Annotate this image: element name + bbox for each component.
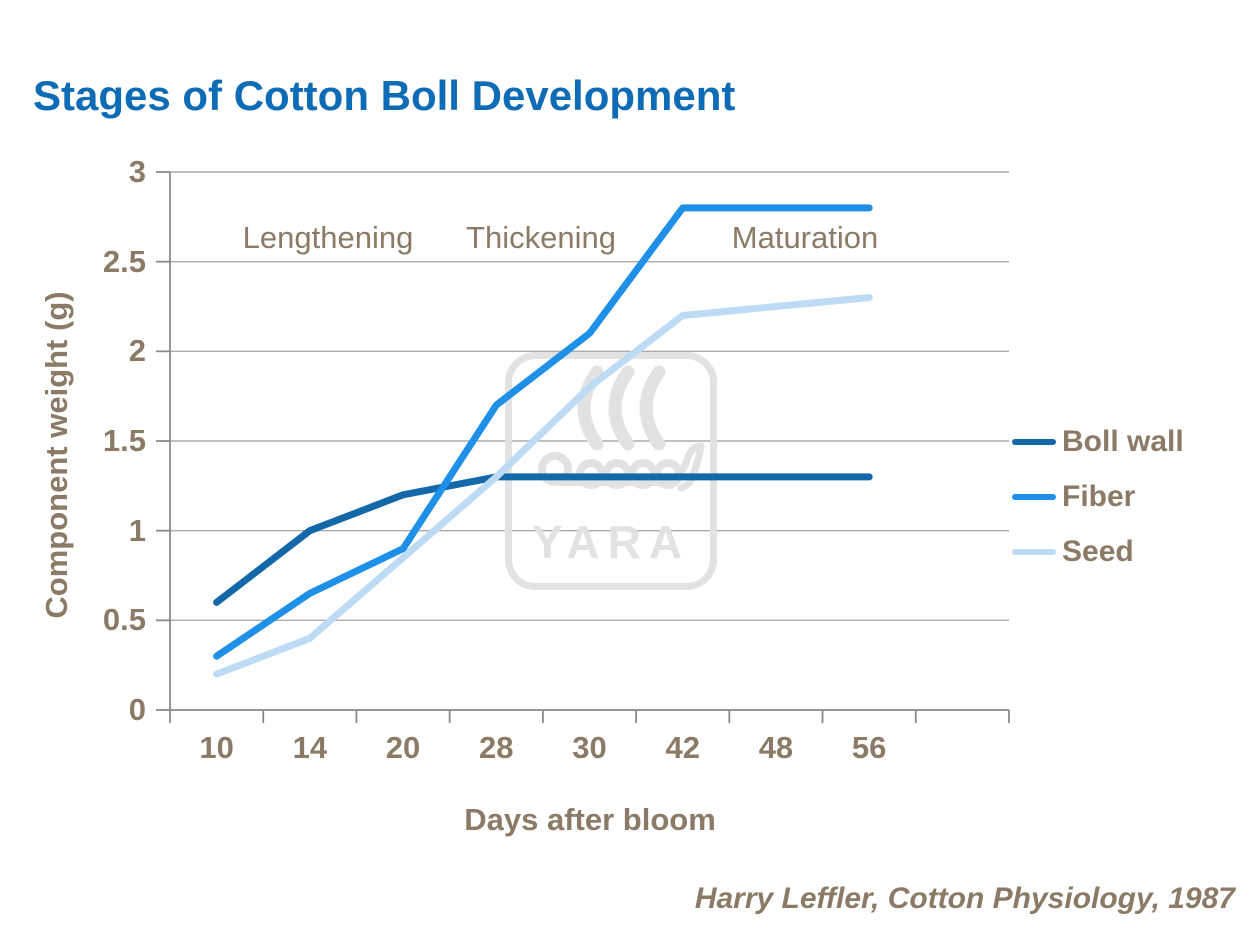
viking-ship-icon (538, 365, 705, 492)
legend-item-seed: Seed (1012, 524, 1184, 579)
stage-label-lengthening: Lengthening (242, 220, 414, 255)
stage-label-maturation: Maturation (731, 220, 879, 255)
y-tick-label: 2.5 (102, 243, 146, 279)
legend-swatch-seed (1012, 548, 1056, 555)
y-tick-label: 1 (128, 512, 146, 548)
legend-label-seed: Seed (1062, 534, 1134, 568)
y-tick-label: 0 (128, 692, 146, 727)
x-axis-title: Days after bloom (464, 802, 716, 837)
yara-logo-watermark: YARA (505, 352, 717, 590)
series-line-boll-wall (213, 473, 873, 606)
page-title: Stages of Cotton Boll Development (33, 72, 736, 119)
watermark-frame (505, 352, 717, 590)
x-tick-label: 30 (572, 730, 607, 765)
legend-swatch-fiber (1012, 493, 1056, 500)
legend-label-fiber: Fiber (1062, 479, 1136, 513)
legend-label-boll-wall: Boll wall (1062, 424, 1184, 458)
series-line-fiber (213, 204, 873, 660)
y-tick-label: 3 (128, 154, 146, 189)
y-tick-label: 0.5 (102, 602, 146, 638)
y-axis-title: Component weight (g) (39, 291, 74, 619)
stage-label-thickening: Thickening (466, 220, 616, 255)
x-tick-label: 20 (385, 730, 421, 765)
x-tick-label: 14 (292, 730, 328, 765)
y-tick-label: 2 (128, 333, 146, 369)
x-tick-label: 56 (851, 730, 887, 765)
watermark-text: YARA (532, 516, 690, 568)
legend-item-fiber: Fiber (1012, 469, 1184, 524)
y-tick-label: 1.5 (102, 423, 146, 458)
legend-swatch-boll-wall (1012, 438, 1056, 445)
x-tick-label: 28 (479, 730, 514, 765)
x-tick-label: 42 (665, 730, 700, 765)
series-line-seed (213, 294, 873, 678)
legend-item-boll-wall: Boll wall (1012, 414, 1184, 469)
x-tick-label: 10 (199, 730, 234, 765)
chart-legend: Boll wall Fiber Seed (1012, 414, 1184, 579)
x-tick-label: 48 (758, 730, 794, 765)
source-citation: Harry Leffler, Cotton Physiology, 1987 (694, 882, 1235, 915)
data-series-lines (213, 204, 873, 678)
